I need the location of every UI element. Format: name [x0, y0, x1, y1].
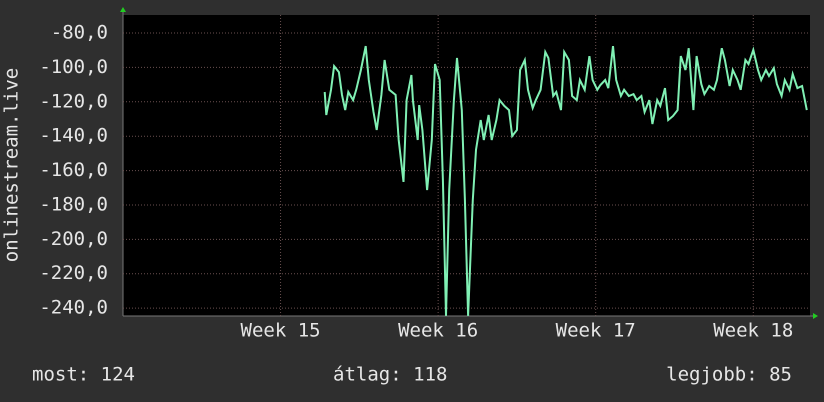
x-tick-label: Week 15 — [241, 320, 321, 342]
y-tick-label: -240,0 — [39, 297, 108, 319]
x-tick-label: Week 18 — [713, 320, 793, 342]
footer-current: most: 124 — [32, 364, 135, 386]
y-tick-label: -80,0 — [51, 22, 108, 44]
x-arrow — [813, 313, 818, 319]
y-tick-label: -120,0 — [39, 90, 108, 112]
data-line — [323, 45, 808, 316]
footer-average: átlag: 118 — [333, 364, 447, 386]
y-axis-label: onlinestream.live — [1, 68, 23, 262]
y-tick-label: -160,0 — [39, 159, 108, 181]
x-tick-label: Week 16 — [398, 320, 478, 342]
y-tick-label: -100,0 — [39, 56, 108, 78]
y-tick-label: -180,0 — [39, 193, 108, 215]
x-tick-label: Week 17 — [556, 320, 636, 342]
y-tick-label: -200,0 — [39, 228, 108, 250]
y-tick-label: -140,0 — [39, 125, 108, 147]
footer-max: legjobb: 85 — [666, 364, 792, 386]
y-arrow — [120, 7, 126, 12]
y-tick-label: -220,0 — [39, 262, 108, 284]
